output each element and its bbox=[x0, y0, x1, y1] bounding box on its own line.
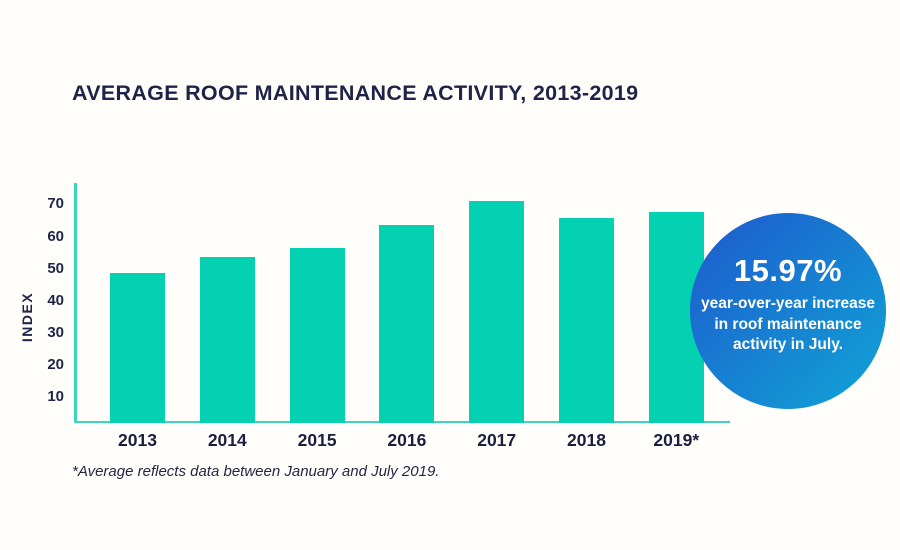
stat-badge-line-1: year-over-year increase bbox=[700, 295, 876, 312]
bar-2015 bbox=[289, 247, 345, 423]
y-tick-label-60: 60 bbox=[47, 227, 64, 245]
bar-2013 bbox=[110, 272, 165, 423]
x-tick-label-2017: 2017 bbox=[477, 430, 517, 450]
x-tick-label-2013: 2013 bbox=[118, 430, 157, 450]
y-axis-line bbox=[74, 183, 77, 423]
bar-2014 bbox=[199, 257, 255, 423]
y-tick-label-10: 10 bbox=[47, 387, 64, 405]
x-tick-label-2018: 2018 bbox=[567, 430, 606, 450]
x-tick-label-2016: 2016 bbox=[387, 430, 427, 450]
bar-2017 bbox=[469, 201, 525, 423]
stat-badge-line-3: activity in July. bbox=[733, 336, 843, 353]
x-tick-label-2019*: 2019* bbox=[653, 430, 700, 450]
stat-badge-line-2: in roof maintenance bbox=[714, 315, 862, 333]
y-tick-label-50: 50 bbox=[47, 259, 64, 277]
bar-2018 bbox=[559, 218, 614, 423]
y-tick-label-20: 20 bbox=[47, 355, 64, 373]
chart-title: AVERAGE ROOF MAINTENANCE ACTIVITY, 2013-… bbox=[72, 81, 639, 105]
x-tick-label-2014: 2014 bbox=[207, 430, 247, 450]
y-tick-label-30: 30 bbox=[47, 323, 64, 341]
x-tick-label-2015: 2015 bbox=[297, 430, 337, 450]
chart-footnote: *Average reflects data between January a… bbox=[72, 463, 440, 480]
y-tick-label-40: 40 bbox=[47, 291, 64, 309]
stat-badge: 15.97% year-over-year increase in roof m… bbox=[690, 213, 886, 409]
bar-2016 bbox=[379, 224, 435, 423]
y-tick-label-70: 70 bbox=[47, 195, 64, 213]
stat-badge-value: 15.97% bbox=[733, 253, 843, 288]
stat-badge-description: year-over-year increase in roof maintena… bbox=[701, 294, 875, 356]
